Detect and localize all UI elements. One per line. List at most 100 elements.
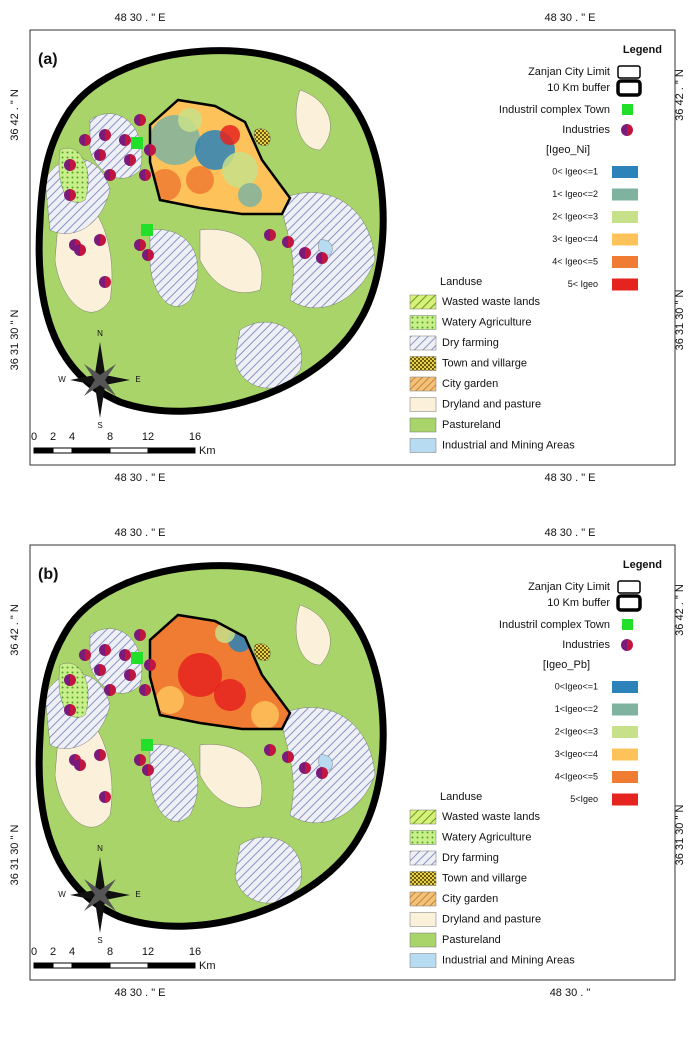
industry-marker <box>150 659 156 671</box>
landuse-swatch <box>409 830 437 845</box>
scale-tick: 4 <box>69 946 75 958</box>
industry-marker <box>148 249 154 261</box>
coord-label: 36 31 30 " N <box>674 805 686 866</box>
igeo-class-label: 2< Igeo<=3 <box>552 211 598 221</box>
map-panel: 48 30 . " E 48 30 . " E 48 30 . " E 48 30 .… <box>9 527 686 999</box>
legend-symbol <box>627 124 633 136</box>
industrial-town <box>131 652 143 664</box>
landuse-swatch <box>409 891 437 907</box>
compass-letter: E <box>135 890 140 899</box>
coord-label: 36 31 30 " N <box>674 290 686 351</box>
legend-symbol <box>621 639 627 651</box>
landuse-swatch <box>409 438 437 453</box>
industry-marker <box>264 744 270 756</box>
coord-label: 48 30 . " E <box>115 472 166 484</box>
legend-item: Industries <box>562 639 610 651</box>
industry-marker <box>64 704 70 716</box>
industry-marker <box>142 764 148 776</box>
dryland <box>199 229 262 293</box>
legend-symbol <box>616 594 642 612</box>
scale-unit: Km <box>199 445 216 457</box>
dry-farming <box>149 744 199 822</box>
landuse-swatch <box>409 335 437 351</box>
industry-marker <box>105 644 111 656</box>
igeo-class-label: 0< Igeo<=1 <box>552 166 598 176</box>
scale-tick: 0 <box>31 946 37 958</box>
legend-subtitle: [Igeo_Ni] <box>546 144 590 156</box>
legend-symbol <box>622 104 633 115</box>
industry-marker <box>140 114 146 126</box>
industry-marker <box>100 149 106 161</box>
compass-rose <box>84 879 116 911</box>
industry-marker <box>94 149 100 161</box>
town <box>254 643 271 661</box>
igeo-class-label: 5<Igeo <box>570 794 598 804</box>
igeo-class-swatch <box>612 233 638 246</box>
landuse-label: City garden <box>442 378 498 390</box>
dry-farming <box>234 321 302 389</box>
igeo-class-label: 0<Igeo<=1 <box>555 681 598 691</box>
industry-marker <box>125 134 131 146</box>
scale-tick: 8 <box>107 431 113 443</box>
coord-label: 36 31 30 " N <box>9 825 21 886</box>
landuse-swatch <box>409 397 437 412</box>
igeo-zone <box>238 183 262 207</box>
industry-marker <box>99 791 105 803</box>
igeo-class-swatch <box>612 188 638 201</box>
industrial <box>318 754 333 771</box>
legend-item: Zanjan City Limit <box>528 66 610 78</box>
igeo-class-label: 2<Igeo<=3 <box>555 726 598 736</box>
coord-label: 36 42 . " N <box>674 69 686 121</box>
igeo-zone <box>222 152 258 188</box>
industry-marker <box>64 674 70 686</box>
industry-marker <box>305 762 311 774</box>
scale-segment <box>147 447 196 454</box>
industry-marker <box>134 239 140 251</box>
landuse-swatch <box>409 356 437 371</box>
industry-marker <box>139 169 145 181</box>
landuse-swatch <box>409 809 437 825</box>
igeo-zone <box>186 166 214 194</box>
industry-marker <box>322 767 328 779</box>
industry-marker <box>70 704 76 716</box>
igeo-class-label: 1< Igeo<=2 <box>552 189 598 199</box>
industry-marker <box>85 649 91 661</box>
industry-marker <box>110 169 116 181</box>
igeo-class-swatch <box>612 211 638 223</box>
coord-label: 48 30 . " E <box>115 987 166 999</box>
industry-marker <box>145 684 151 696</box>
legend-title: Legend <box>623 44 662 56</box>
industry-marker <box>105 129 111 141</box>
industry-marker <box>99 644 105 656</box>
scale-tick: 2 <box>50 431 56 443</box>
landuse-label: Wasted waste lands <box>442 811 541 823</box>
dryland <box>295 604 331 666</box>
industry-marker <box>124 154 130 166</box>
industry-marker <box>110 684 116 696</box>
landuse-title: Landuse <box>440 276 482 288</box>
igeo-zone <box>251 701 279 729</box>
industry-marker <box>150 144 156 156</box>
scale-segment <box>109 962 149 969</box>
industry-marker <box>282 236 288 248</box>
scale-tick: 16 <box>189 946 201 958</box>
industrial-town <box>141 739 153 751</box>
industry-marker <box>104 684 110 696</box>
industry-marker <box>288 751 294 763</box>
buffer-outline <box>35 47 387 415</box>
dryland <box>199 744 262 808</box>
industry-marker <box>100 664 106 676</box>
igeo-class-label: 5< Igeo <box>568 279 598 289</box>
industry-marker <box>299 762 305 774</box>
igeo-class-swatch <box>612 256 638 268</box>
industry-marker <box>70 674 76 686</box>
dry-farming <box>149 229 199 307</box>
legend-symbol <box>627 639 633 651</box>
compass-letter: W <box>58 890 66 899</box>
igeo-class-swatch <box>612 166 638 178</box>
coord-label: 48 30 . " E <box>545 527 596 539</box>
landuse-label: Dryland and pasture <box>442 913 541 925</box>
industry-marker <box>140 239 146 251</box>
coord-label: 36 42 . " N <box>9 89 21 141</box>
igeo-class-swatch <box>612 681 638 693</box>
